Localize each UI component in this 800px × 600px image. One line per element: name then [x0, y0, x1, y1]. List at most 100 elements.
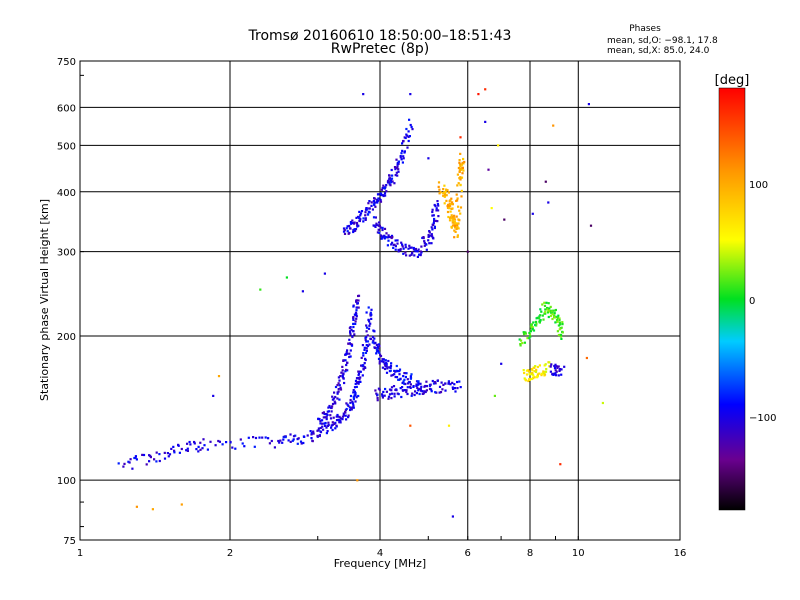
echo-point	[381, 228, 384, 232]
echo-point	[317, 417, 320, 420]
echo-point	[519, 344, 522, 347]
echo-point	[378, 388, 381, 391]
echo-point	[400, 395, 403, 399]
echo-point	[391, 174, 394, 177]
echo-point	[387, 395, 391, 398]
echo-point	[365, 347, 368, 350]
echo-point	[354, 228, 358, 231]
echo-point	[442, 383, 445, 386]
echo-point	[532, 329, 536, 332]
echo-point	[554, 369, 557, 372]
echo-point	[412, 246, 415, 250]
echo-point	[375, 201, 378, 204]
echo-point	[391, 373, 394, 377]
echo-point	[350, 344, 354, 347]
echo-point	[407, 139, 410, 143]
echo-point	[451, 381, 454, 384]
echo-point	[386, 367, 389, 370]
y-tick-label: 600	[57, 103, 76, 114]
echo-point	[155, 460, 158, 463]
echo-point	[401, 245, 404, 248]
echo-point	[589, 224, 593, 227]
echo-point	[538, 372, 541, 375]
echo-point	[324, 416, 327, 419]
echo-point	[349, 398, 352, 402]
echo-point	[389, 179, 393, 182]
echo-point	[317, 427, 320, 430]
echo-point	[383, 227, 387, 230]
echo-point	[197, 450, 200, 453]
echo-point	[135, 505, 138, 508]
echo-point	[451, 207, 454, 210]
echo-point	[378, 224, 381, 227]
echo-point	[366, 344, 370, 348]
echo-point	[273, 446, 276, 449]
echo-point	[425, 243, 428, 246]
echo-point	[380, 194, 383, 197]
echo-point	[402, 389, 405, 392]
echo-point	[322, 411, 325, 414]
echo-point	[374, 341, 377, 344]
echo-point	[524, 379, 528, 382]
echo-point	[381, 236, 384, 239]
echo-point	[185, 449, 188, 452]
echo-point	[444, 389, 447, 392]
echo-point	[349, 349, 352, 352]
echo-point	[332, 416, 335, 419]
echo-point	[294, 434, 297, 437]
echo-point	[561, 331, 564, 334]
echo-point	[557, 374, 560, 377]
echo-point	[525, 373, 529, 376]
echo-point	[354, 313, 357, 316]
echo-point	[278, 441, 281, 444]
echo-point	[339, 421, 342, 424]
echo-point	[445, 199, 448, 202]
echo-point	[547, 302, 550, 305]
echo-point	[542, 318, 545, 321]
echo-point	[531, 371, 534, 375]
echo-point	[374, 216, 377, 219]
echo-point	[437, 185, 440, 188]
echo-point	[417, 380, 420, 383]
y-tick-label: 400	[57, 188, 76, 199]
echo-point	[358, 216, 361, 220]
echo-point	[560, 373, 563, 376]
echo-point	[438, 385, 442, 388]
echo-point	[402, 247, 405, 250]
echo-point	[457, 218, 460, 221]
echo-point	[401, 386, 404, 389]
echo-point	[354, 400, 357, 403]
echo-point	[560, 368, 563, 371]
echo-point	[419, 382, 422, 385]
echo-point	[451, 224, 455, 227]
echo-point	[543, 304, 547, 307]
echo-point	[432, 382, 436, 385]
echo-point	[453, 236, 456, 239]
echo-point	[386, 244, 389, 247]
echo-point	[338, 398, 341, 401]
echo-point	[536, 373, 539, 376]
echo-point	[374, 346, 377, 349]
echo-point	[355, 221, 359, 225]
echo-point	[342, 230, 346, 233]
echo-point	[554, 363, 557, 366]
echo-point	[344, 414, 347, 417]
echo-point	[334, 385, 338, 389]
echo-point	[560, 337, 563, 340]
echo-point	[534, 365, 537, 368]
y-tick-label: 500	[57, 141, 76, 152]
echo-point	[401, 149, 404, 152]
echo-point	[355, 315, 358, 318]
echo-point	[455, 215, 458, 218]
echo-point	[354, 379, 358, 382]
echo-point	[557, 365, 560, 368]
echo-point	[339, 375, 342, 378]
echo-point	[440, 381, 443, 384]
echo-point	[454, 226, 457, 229]
echo-point	[407, 247, 410, 250]
echo-point	[346, 225, 349, 228]
echo-point	[355, 377, 359, 380]
echo-point	[553, 314, 556, 317]
echo-point	[434, 219, 437, 222]
echo-point	[448, 219, 452, 222]
